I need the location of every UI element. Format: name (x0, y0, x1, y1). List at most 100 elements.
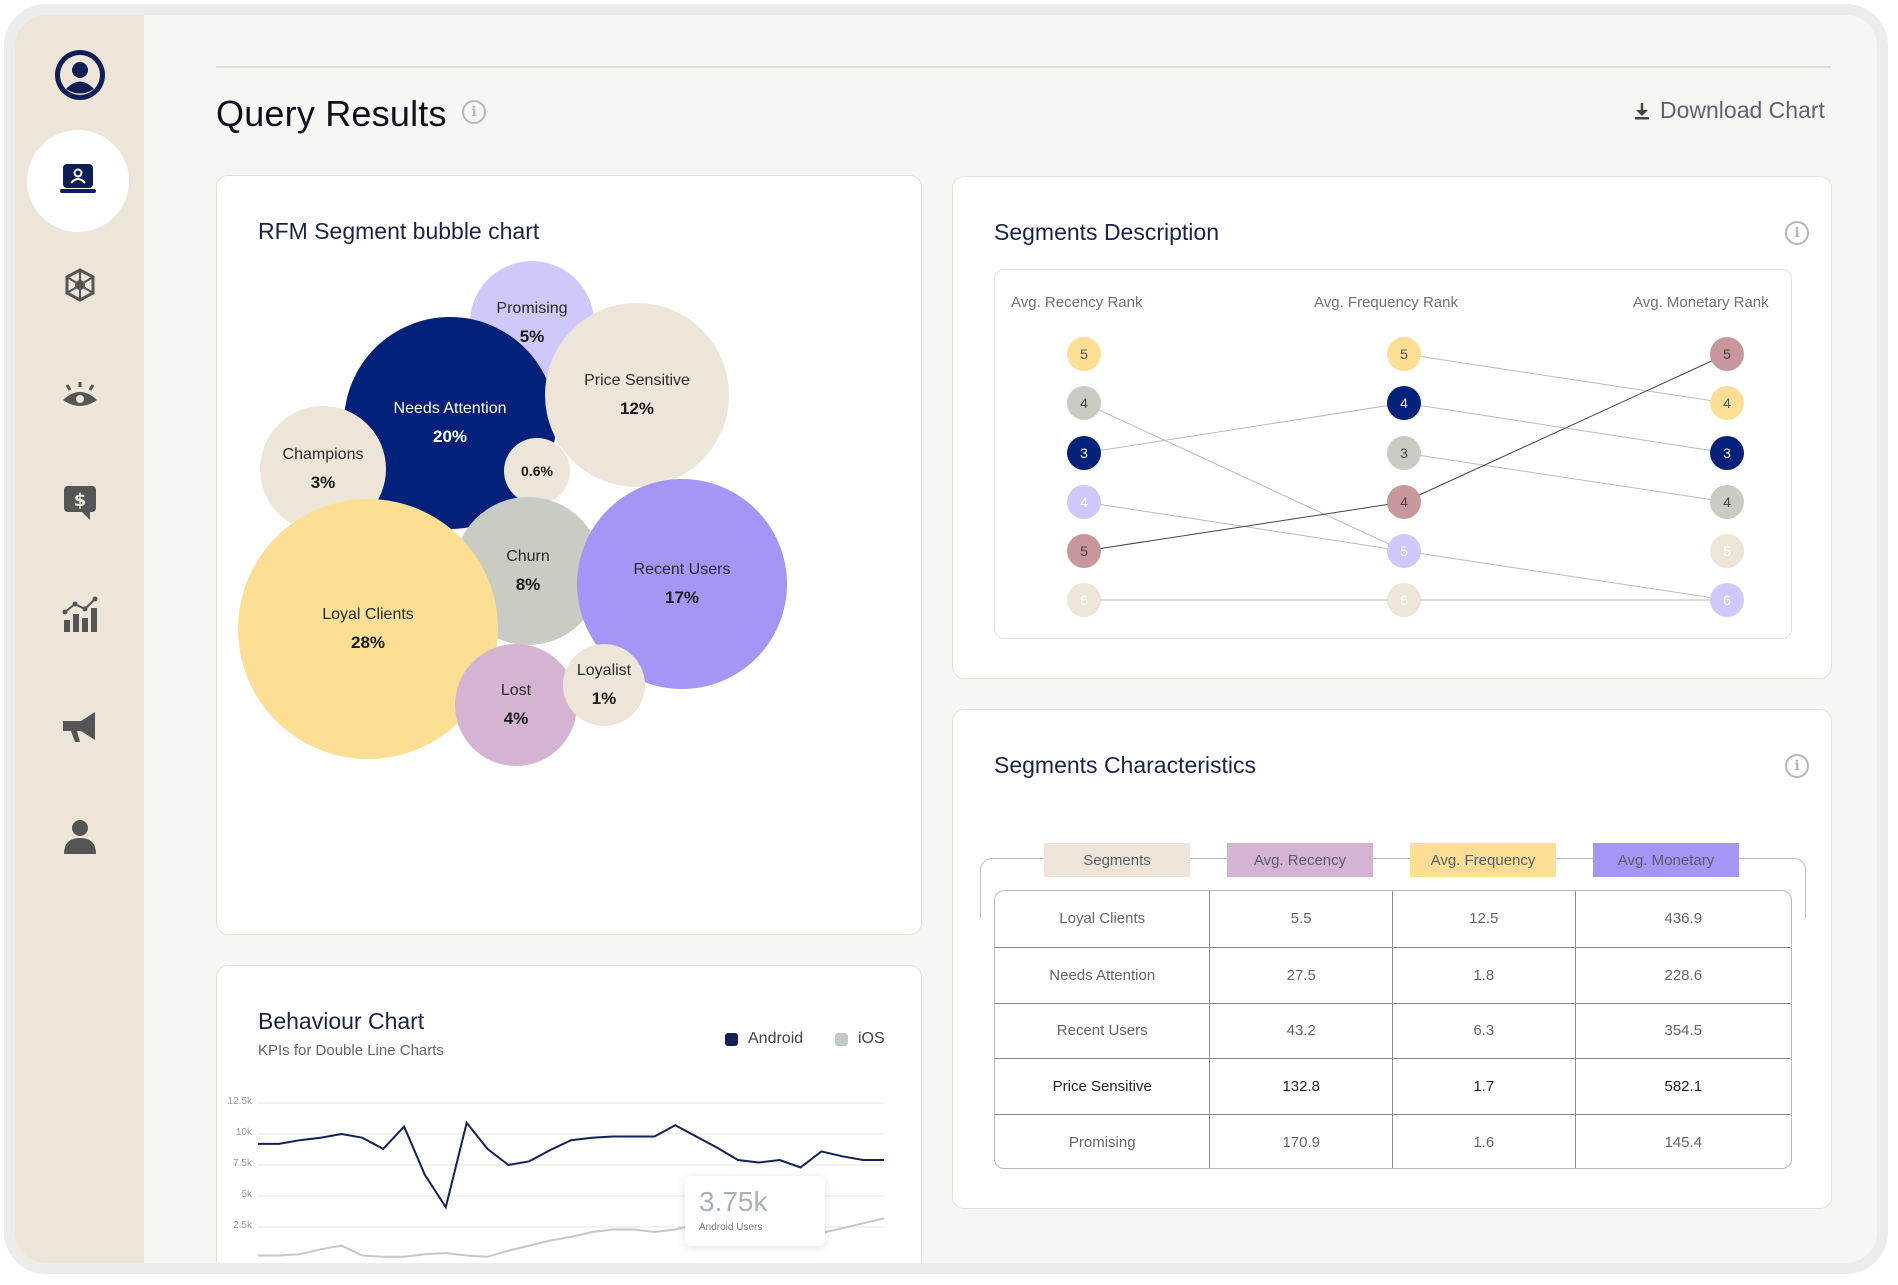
sidebar-item-active[interactable] (27, 130, 129, 232)
bubble-percent: 8% (515, 574, 541, 594)
info-icon[interactable]: i (462, 100, 486, 124)
rank-node[interactable]: 4 (1710, 485, 1744, 519)
table-cell: 132.8 (1209, 1059, 1392, 1115)
rank-node[interactable]: 5 (1710, 337, 1744, 371)
analytics-bar-icon[interactable] (15, 593, 144, 637)
info-icon[interactable]: i (1785, 754, 1809, 778)
bubble-percent: 5% (519, 326, 545, 346)
behaviour-chart-title: Behaviour Chart (258, 1008, 425, 1034)
table-cell: 228.6 (1574, 947, 1791, 1003)
rank-node[interactable]: 5 (1387, 337, 1421, 371)
rank-node[interactable]: 3 (1067, 436, 1101, 470)
svg-text:$: $ (73, 490, 86, 511)
rank-node[interactable]: 6 (1067, 583, 1101, 617)
bubble-percent: 4% (503, 708, 529, 728)
segments-description-card: Segments Description i Avg. Recency Rank… (952, 176, 1832, 679)
info-icon[interactable]: i (1785, 221, 1809, 245)
network-icon[interactable] (15, 265, 144, 305)
bubble-loyalist[interactable]: Loyalist 1% (563, 644, 645, 726)
table-row[interactable]: Promising 170.9 1.6 145.4 (995, 1114, 1791, 1168)
segments-characteristics-card: Segments Characteristics i Segments Avg.… (952, 709, 1832, 1209)
bubble-chart-card: RFM Segment bubble chart Promising 5% Need… (216, 175, 922, 935)
table-cell: 43.2 (1209, 1003, 1392, 1059)
rank-connector (1403, 353, 1728, 404)
table-row[interactable]: Loyal Clients 5.5 12.5 436.9 (995, 891, 1791, 947)
legend-item-android: Android (725, 1030, 803, 1048)
bubble-unlabeled[interactable]: 0.6% (504, 438, 570, 504)
bubble-lost[interactable]: Lost 4% (455, 644, 577, 766)
download-chart-label: Download Chart (1660, 97, 1825, 123)
bubble-percent: 20% (432, 426, 468, 446)
table-cell: 582.1 (1574, 1059, 1791, 1115)
bubble-price-sensitive[interactable]: Price Sensitive 12% (545, 303, 729, 487)
rank-node[interactable]: 6 (1387, 583, 1421, 617)
table-cell: 1.8 (1392, 947, 1575, 1003)
avg-monetary-header: Avg. Monetary (1593, 843, 1739, 877)
table-cell: 354.5 (1574, 1003, 1791, 1059)
recency-rank-header: Avg. Recency Rank (1011, 294, 1143, 311)
tooltip-label: Android Users (699, 1222, 763, 1233)
table-row[interactable]: Needs Attention 27.5 1.8 228.6 (995, 946, 1791, 1003)
rank-connector (1403, 452, 1728, 503)
behaviour-line-chart (258, 1102, 885, 1258)
table-cell: 145.4 (1574, 1115, 1791, 1168)
bubble-label: Lost (500, 682, 532, 700)
tooltip-value: 3.75k (699, 1186, 768, 1217)
rank-connector (1083, 402, 1405, 552)
page-title: Query Results (216, 93, 447, 134)
person-icon[interactable] (15, 815, 144, 859)
bubble-percent: 0.6% (521, 463, 553, 479)
bubble-label: Promising (496, 300, 568, 318)
bubble-label: Loyalist (576, 662, 632, 680)
bubble-label: Recent Users (633, 561, 731, 579)
table-cell: 1.6 (1392, 1115, 1575, 1168)
table-cell: Recent Users (1056, 1022, 1148, 1040)
bubble-chart-title: RFM Segment bubble chart (258, 218, 540, 244)
table-cell: 170.9 (1209, 1115, 1392, 1168)
characteristics-table: Loyal Clients 5.5 12.5 436.9 Needs Attention… (994, 890, 1792, 1169)
rank-connectors (1083, 353, 1728, 601)
eye-icon[interactable] (15, 375, 144, 415)
bubble-percent: 3% (310, 472, 336, 492)
rank-node[interactable]: 4 (1387, 485, 1421, 519)
legend-label: Android (748, 1030, 804, 1047)
rank-node[interactable]: 5 (1387, 534, 1421, 568)
table-cell: 436.9 (1574, 891, 1791, 947)
table-cell: Promising (1068, 1134, 1136, 1152)
table-header-bracket (980, 858, 1806, 918)
table-row[interactable]: Price Sensitive 132.8 1.7 582.1 (995, 1058, 1791, 1115)
y-tick-label: 10k (235, 1127, 252, 1138)
megaphone-icon[interactable] (15, 705, 144, 749)
table-cell: 5.5 (1209, 891, 1392, 947)
dollar-chat-icon[interactable]: $ (15, 481, 144, 525)
bubble-label: Needs Attention (393, 400, 507, 418)
bubble-percent: 17% (664, 587, 700, 607)
rank-node[interactable]: 4 (1387, 386, 1421, 420)
avg-recency-header: Avg. Recency (1227, 843, 1373, 877)
download-chart-button[interactable]: Download Chart (1634, 97, 1877, 124)
rank-connector (1083, 402, 1405, 454)
rank-node[interactable]: 4 (1710, 386, 1744, 420)
behaviour-chart-subtitle: KPIs for Double Line Charts (258, 1042, 444, 1059)
rank-node[interactable]: 5 (1067, 534, 1101, 568)
bubble-label: Loyal Clients (322, 606, 414, 624)
rank-node[interactable]: 5 (1710, 534, 1744, 568)
legend-swatch (725, 1032, 738, 1046)
rank-node[interactable]: 3 (1387, 436, 1421, 470)
divider (216, 66, 1831, 68)
bubble-loyal-clients[interactable]: Loyal Clients 28% (238, 499, 498, 759)
rank-node[interactable]: 3 (1710, 436, 1744, 470)
user-circle-icon[interactable] (15, 43, 144, 107)
sidebar: $ (15, 15, 144, 1263)
rank-node[interactable]: 5 (1067, 337, 1101, 371)
monetary-rank-header: Avg. Monetary Rank (1633, 294, 1769, 311)
avg-frequency-header: Avg. Frequency (1410, 843, 1556, 877)
rank-connector (1083, 501, 1405, 552)
rank-node[interactable]: 4 (1067, 386, 1101, 420)
rank-connector (1403, 353, 1728, 503)
rank-node[interactable]: 6 (1710, 583, 1744, 617)
app-window: $ Query Results i Download Chart RFM Seg… (4, 4, 1888, 1274)
table-row[interactable]: Recent Users 43.2 6.3 354.5 (995, 1002, 1791, 1059)
rank-node[interactable]: 4 (1067, 485, 1101, 519)
main-content: Query Results i Download Chart RFM Segme… (144, 15, 1877, 1263)
